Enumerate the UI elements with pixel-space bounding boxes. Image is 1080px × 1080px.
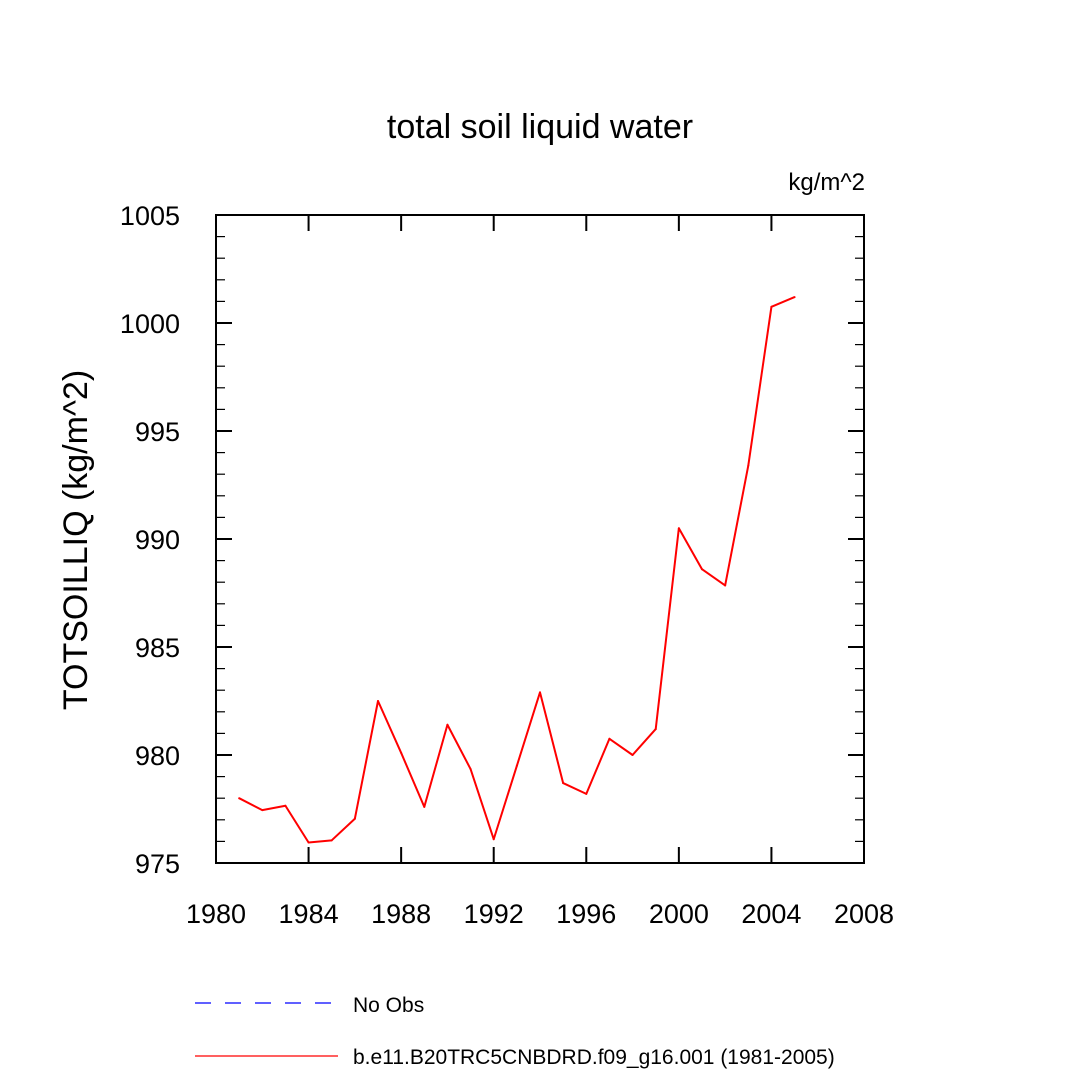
plot-frame [215, 214, 865, 864]
data-point [284, 804, 287, 807]
data-point [585, 792, 588, 795]
x-tick-label: 2008 [834, 899, 894, 929]
legend: No Obs b.e11.B20TRC5CNBDRD.f09_g16.001 (… [195, 994, 835, 1069]
data-point [562, 782, 565, 785]
y-tick-label: 975 [135, 849, 180, 879]
data-point [400, 751, 403, 754]
y-axis-label: TOTSOILLIQ (kg/m^2) [57, 370, 95, 710]
data-point [724, 584, 727, 587]
y-tick-label: 980 [135, 741, 180, 771]
data-point [492, 838, 495, 841]
data-point [793, 296, 796, 299]
data-point [446, 723, 449, 726]
data-point [770, 305, 773, 308]
y-tick-label: 995 [135, 417, 180, 447]
y-tick-label: 990 [135, 525, 180, 555]
chart-title: total soil liquid water [387, 108, 693, 146]
data-point [353, 817, 356, 820]
data-point [608, 737, 611, 740]
data-point [469, 768, 472, 771]
data-point [631, 754, 634, 756]
x-tick-label: 1996 [556, 899, 616, 929]
legend-label-no-obs: No Obs [353, 994, 424, 1017]
series-line [238, 296, 795, 844]
data-point [747, 464, 750, 467]
data-point [330, 839, 333, 842]
data-point [307, 841, 310, 844]
legend-label-model: b.e11.B20TRC5CNBDRD.f09_g16.001 (1981-20… [353, 1046, 835, 1069]
data-point [377, 700, 379, 702]
data-point [539, 691, 541, 694]
units-label: kg/m^2 [788, 169, 865, 196]
y-tick-label: 1000 [120, 309, 180, 339]
data-point [515, 764, 518, 767]
y-tick-label: 985 [135, 633, 180, 663]
axis-ticks [215, 214, 865, 864]
x-tick-label: 2000 [649, 899, 709, 929]
data-point [423, 805, 426, 808]
data-point [654, 728, 657, 731]
y-tick-label: 1005 [120, 201, 180, 231]
data-point [261, 809, 264, 812]
x-tick-label: 2004 [741, 899, 801, 929]
data-point [238, 797, 241, 800]
x-tick-label: 1984 [279, 899, 339, 929]
data-point [701, 568, 703, 571]
data-point [677, 527, 680, 530]
x-tick-label: 1988 [371, 899, 431, 929]
x-tick-label: 1980 [186, 899, 246, 929]
axis-tick-labels: 1980 1984 1988 1992 1996 2000 2004 2008 975 980 98… [120, 201, 894, 929]
series-layer [238, 296, 796, 844]
x-tick-label: 1992 [464, 899, 524, 929]
